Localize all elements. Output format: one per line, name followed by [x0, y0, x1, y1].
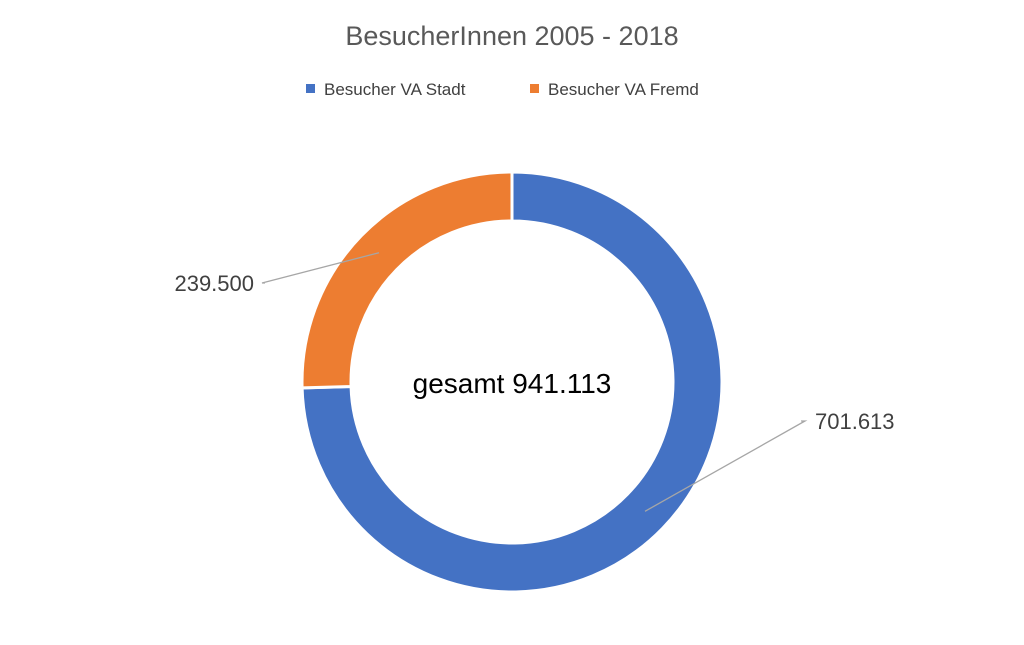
data-label-besucher-va-fremd: 239.500	[174, 271, 254, 296]
chart-title: BesucherInnen 2005 - 2018	[345, 21, 678, 51]
legend: Besucher VA Stadt Besucher VA Fremd	[306, 80, 699, 99]
data-labels: 701.613 239.500	[174, 271, 894, 434]
legend-swatch-besucher-va-stadt	[306, 84, 315, 93]
slice-besucher-va-fremd	[300, 170, 514, 390]
center-label: gesamt 941.113	[413, 368, 612, 399]
slice-besucher-va-stadt	[300, 170, 724, 594]
leader-line-besucher-va-stadt	[644, 420, 808, 512]
legend-label-besucher-va-stadt: Besucher VA Stadt	[324, 80, 466, 99]
leader-lines	[261, 252, 808, 512]
legend-label-besucher-va-fremd: Besucher VA Fremd	[548, 80, 699, 99]
leader-line-besucher-va-fremd	[261, 252, 380, 284]
slices	[300, 170, 724, 594]
legend-swatch-besucher-va-fremd	[530, 84, 539, 93]
data-label-besucher-va-stadt: 701.613	[815, 409, 895, 434]
